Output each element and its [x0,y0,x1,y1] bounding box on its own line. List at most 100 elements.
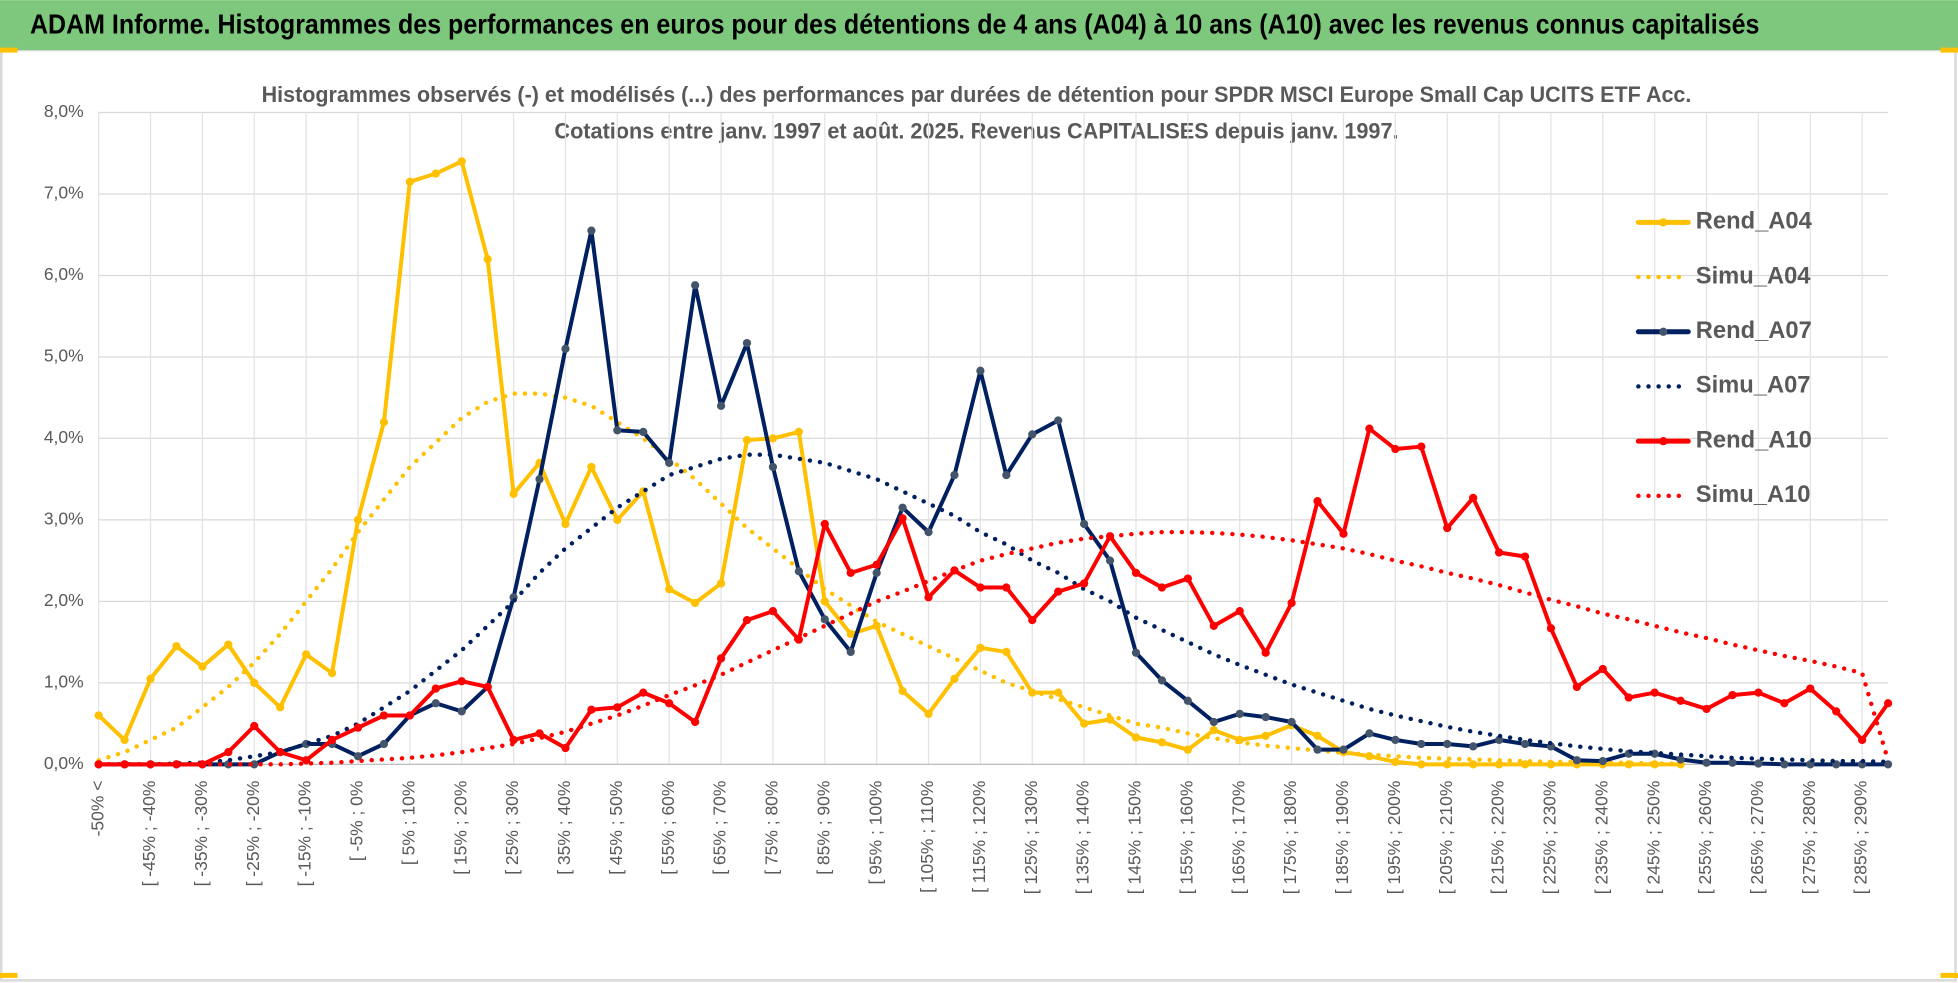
corner-accent [0,47,18,53]
data-point [665,585,674,594]
data-point [1650,688,1659,697]
data-point [794,427,803,437]
data-point [924,593,933,602]
data-point [1105,715,1115,724]
data-point [1313,731,1322,740]
data-point [250,760,259,769]
data-point [587,462,596,472]
data-point [872,621,881,630]
data-point [742,435,752,445]
data-point [872,560,881,569]
data-point [1209,621,1218,630]
series-line [96,529,1891,767]
data-point [1494,760,1504,769]
data-point [1598,664,1607,674]
data-point [1443,739,1452,749]
x-tick-label: [ 45% ; 50% [606,781,626,875]
data-point [1832,707,1841,716]
data-point [561,519,570,529]
y-tick-label: 2,0% [44,590,84,610]
data-point [301,650,311,659]
data-point [1287,598,1296,608]
data-point [1080,519,1089,529]
data-point [1131,568,1141,577]
data-point [820,615,829,624]
data-point [327,668,337,678]
banner [0,0,1958,51]
y-tick-label: 1,0% [44,671,84,691]
corner-accent [1940,972,1958,978]
data-point [1028,430,1037,439]
x-tick-label: [ 25% ; 30% [502,781,522,875]
data-point [1443,760,1452,769]
data-point [1728,758,1737,767]
data-point [846,647,855,657]
data-point [691,598,700,608]
x-tick-label: [ 195% ; 200% [1384,781,1404,895]
data-point [742,616,752,625]
data-point [768,462,778,472]
data-point [768,434,778,443]
data-point [1287,717,1296,727]
data-point [353,723,363,732]
data-point [431,684,440,693]
data-point [1754,759,1763,768]
data-point [535,475,544,484]
data-point [250,678,259,687]
x-tick-label: [ 75% ; 80% [762,781,782,875]
legend-label: Rend_A10 [1696,427,1812,453]
y-tick-label: 0,0% [44,753,84,773]
data-point [691,717,700,727]
x-tick-label: [ 235% ; 240% [1591,781,1611,895]
data-point [924,528,933,537]
data-point [1391,757,1400,767]
data-point [1339,529,1348,538]
x-tick-label: [ 205% ; 210% [1436,781,1456,895]
data-point [1157,583,1167,592]
data-point [1469,760,1478,769]
legend-marker [1659,327,1668,336]
data-point [1520,760,1530,769]
data-point [301,756,311,765]
corner-accent [1940,47,1958,53]
data-point [1572,682,1581,692]
data-point [587,226,596,235]
data-point [1157,738,1167,747]
data-point [405,711,414,720]
data-point [1209,726,1218,735]
data-point [794,567,803,576]
data-point [1183,574,1192,583]
x-tick-label: [ 285% ; 290% [1851,781,1871,895]
data-point [224,640,233,649]
data-point [561,344,570,353]
data-point [1702,704,1711,714]
chart-title: Histogrammes observés (-) et modélisés (… [262,82,1692,107]
data-point [120,735,129,745]
x-tick-label: [ 135% ; 140% [1073,781,1093,895]
x-tick-label: [ 5% ; 10% [398,781,418,865]
data-point [768,607,778,616]
data-point [1572,756,1581,765]
data-point [924,709,933,718]
data-point [1702,758,1711,767]
data-point [898,514,907,523]
legend-label: Rend_A04 [1696,209,1813,235]
data-point [1054,416,1063,425]
data-point [742,338,752,348]
data-point [1858,735,1867,745]
x-tick-label: [ 105% ; 110% [917,781,937,893]
legend-marker [1659,218,1668,227]
data-point [1676,755,1685,764]
x-tick-label: [ 155% ; 160% [1176,781,1196,895]
data-point [483,682,492,692]
data-point [898,503,907,512]
x-tick-label: [ 35% ; 40% [554,781,574,875]
series-line [96,426,1891,767]
data-point [1080,579,1089,588]
data-point [1546,624,1556,633]
data-point [665,458,674,467]
data-point [250,721,259,731]
data-point [457,677,466,686]
legend-label: Simu_A04 [1696,263,1811,289]
